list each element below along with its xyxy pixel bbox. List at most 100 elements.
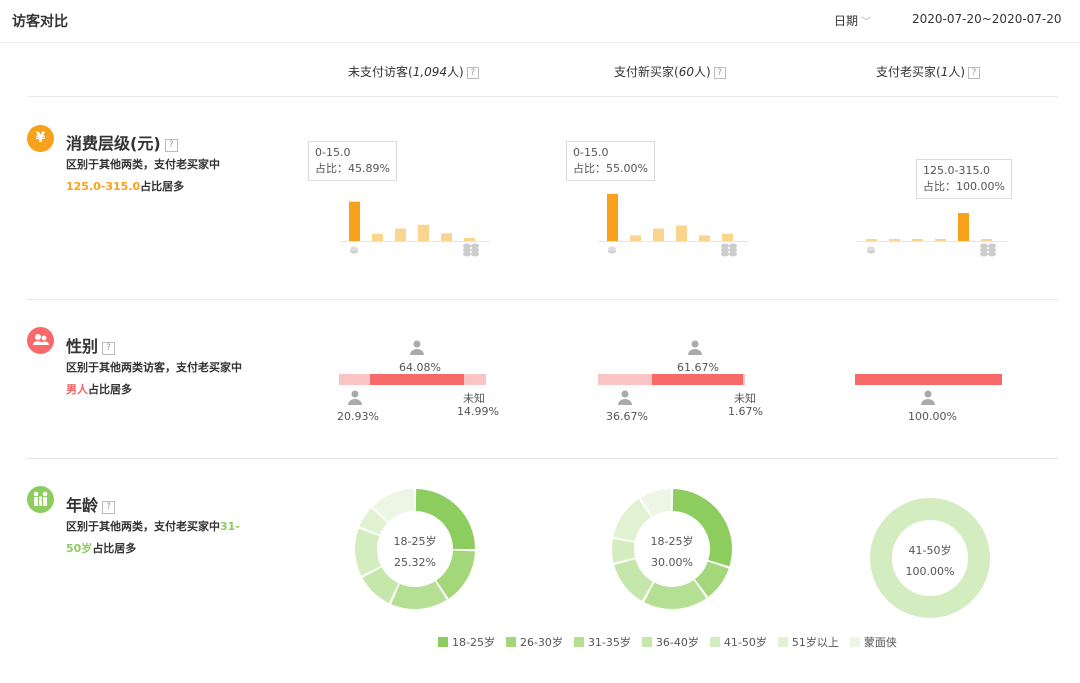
age-slice[interactable] xyxy=(355,528,381,576)
unknown-segment[interactable] xyxy=(742,374,745,385)
legend-item[interactable]: 蒙面侠 xyxy=(849,634,897,650)
desc-tail: 占比居多 xyxy=(92,542,137,555)
legend-item[interactable]: 18-25岁 xyxy=(438,634,495,650)
age-slice[interactable] xyxy=(391,581,447,609)
legend-swatch xyxy=(709,637,720,647)
age-donut-chart[interactable]: 18-25岁 25.32% xyxy=(353,487,477,611)
help-icon[interactable]: ? xyxy=(102,342,116,355)
unknown-segment[interactable] xyxy=(463,374,486,385)
spending-bar[interactable] xyxy=(418,224,429,241)
spending-bar-chart[interactable] xyxy=(857,190,1007,262)
female-segment[interactable] xyxy=(339,374,370,385)
spending-bar[interactable] xyxy=(866,239,877,241)
legend-item[interactable]: 26-30岁 xyxy=(505,634,563,650)
spending-bar[interactable] xyxy=(699,235,710,241)
age-slice[interactable] xyxy=(359,507,388,535)
bar-tooltip: 0-15.0 占比：55.00% xyxy=(566,141,655,181)
help-icon[interactable]: ? xyxy=(164,139,178,152)
female-segment[interactable] xyxy=(598,374,652,385)
legend-label: 蒙面侠 xyxy=(863,636,897,649)
desc-tail: 占比居多 xyxy=(140,180,185,193)
age-slice[interactable] xyxy=(415,489,475,550)
unknown-label: 未知 xyxy=(734,392,756,405)
legend-swatch xyxy=(573,637,584,647)
spending-bar[interactable] xyxy=(653,228,664,241)
spending-bar[interactable] xyxy=(630,235,641,241)
male-segment[interactable] xyxy=(855,374,1002,385)
legend-swatch xyxy=(641,637,652,647)
spending-bar-chart[interactable] xyxy=(340,190,490,262)
age-donut-chart[interactable]: 18-25岁 30.00% xyxy=(610,487,734,611)
help-icon[interactable]: ? xyxy=(102,501,116,514)
female-person-icon xyxy=(618,390,632,405)
spending-bar[interactable] xyxy=(722,233,733,241)
desc-highlight: 31- xyxy=(220,520,240,533)
spending-bar[interactable] xyxy=(981,239,992,241)
section-desc-spending: 区别于其他两类，支付老买家中 125.0-315.0占比居多 xyxy=(66,154,251,198)
column-label-suffix: 人) xyxy=(447,65,464,79)
legend-item[interactable]: 36-40岁 xyxy=(641,634,699,650)
desc-tail: 占比居多 xyxy=(88,383,132,396)
spending-bar-chart[interactable] xyxy=(598,190,748,262)
legend-item[interactable]: 31-35岁 xyxy=(573,634,631,650)
male-segment[interactable] xyxy=(651,374,743,385)
column-label-prefix: 支付老买家( xyxy=(876,65,941,79)
family-icon xyxy=(27,486,54,513)
age-donut-chart[interactable]: 41-50岁 100.00% xyxy=(868,496,992,620)
tooltip-range: 125.0-315.0 xyxy=(923,164,990,177)
age-legend: 18-25岁 26-30岁 31-35岁 36-40岁 41-50岁 51岁以上 蒙面侠 xyxy=(438,634,908,650)
spending-bar[interactable] xyxy=(441,233,452,241)
age-slice[interactable] xyxy=(362,567,399,604)
age-slice[interactable] xyxy=(436,550,475,599)
spending-bar[interactable] xyxy=(349,201,360,241)
legend-item[interactable]: 41-50岁 xyxy=(709,634,767,650)
spending-bar[interactable] xyxy=(395,228,406,241)
column-count: 1,094 xyxy=(412,65,448,79)
coin-icon xyxy=(867,246,875,254)
desc-line: 50岁占比居多 xyxy=(66,538,251,560)
yen-icon: ¥ xyxy=(27,125,54,152)
age-slice[interactable] xyxy=(870,498,990,618)
spending-bar[interactable] xyxy=(889,239,900,241)
gender-bar[interactable] xyxy=(855,374,1002,385)
spending-bar[interactable] xyxy=(912,239,923,241)
age-slice[interactable] xyxy=(644,580,707,609)
age-slice[interactable] xyxy=(640,489,672,517)
spending-bar[interactable] xyxy=(958,213,969,241)
desc-line: 区别于其他两类访客，支付老买家中 xyxy=(66,361,242,374)
column-count: 1 xyxy=(940,65,949,79)
help-icon[interactable]: ? xyxy=(968,67,981,79)
age-slice[interactable] xyxy=(372,489,415,522)
date-range[interactable]: 2020-07-20~2020-07-20 xyxy=(912,12,1062,26)
gender-bar[interactable] xyxy=(598,374,745,385)
male-segment[interactable] xyxy=(369,374,464,385)
age-slice[interactable] xyxy=(672,489,732,567)
desc-highlight: 男人 xyxy=(66,383,88,396)
tooltip-share: 占比：100.00% xyxy=(923,180,1005,193)
date-dropdown[interactable]: 日期 ﹀ xyxy=(834,12,871,29)
spending-bar[interactable] xyxy=(676,225,687,241)
spending-bar[interactable] xyxy=(372,233,383,241)
desc-highlight: 50岁 xyxy=(66,542,93,555)
legend-item[interactable]: 51岁以上 xyxy=(777,634,839,650)
spending-bar[interactable] xyxy=(935,239,946,241)
legend-label: 31-35岁 xyxy=(587,636,631,649)
age-slice[interactable] xyxy=(613,498,652,542)
female-share: 20.93% xyxy=(337,410,379,423)
help-icon[interactable]: ? xyxy=(466,67,479,79)
age-slice[interactable] xyxy=(614,559,654,601)
age-slice[interactable] xyxy=(612,538,636,563)
help-icon[interactable]: ? xyxy=(713,67,726,79)
spending-bar[interactable] xyxy=(607,193,618,241)
legend-label: 26-30岁 xyxy=(519,636,563,649)
female-share: 36.67% xyxy=(606,410,648,423)
legend-swatch xyxy=(849,637,860,647)
divider xyxy=(27,299,1058,300)
age-slice[interactable] xyxy=(694,561,729,597)
section-title-spending: 消费层级(元)? xyxy=(66,130,178,154)
legend-swatch xyxy=(438,637,448,647)
legend-label: 51岁以上 xyxy=(791,636,839,649)
spending-bar[interactable] xyxy=(464,238,475,241)
legend-swatch xyxy=(505,637,516,647)
gender-bar[interactable] xyxy=(339,374,486,385)
